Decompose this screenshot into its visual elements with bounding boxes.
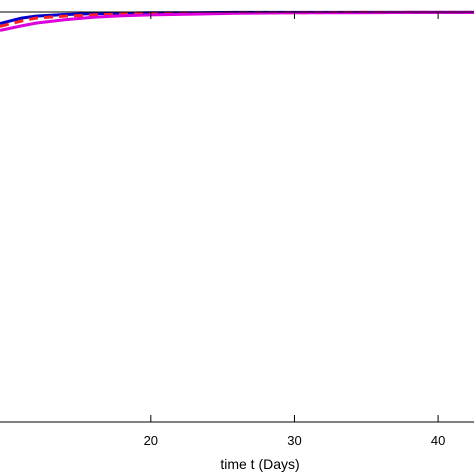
plot-lines: [0, 10, 474, 32]
x-tick-label: 30: [287, 433, 301, 448]
x-axis-label: time t (Days): [220, 456, 299, 472]
x-ticks: 20 30 40: [144, 12, 445, 448]
x-tick-label: 40: [431, 433, 445, 448]
axes: [0, 11, 474, 423]
x-tick-label: 20: [144, 433, 158, 448]
